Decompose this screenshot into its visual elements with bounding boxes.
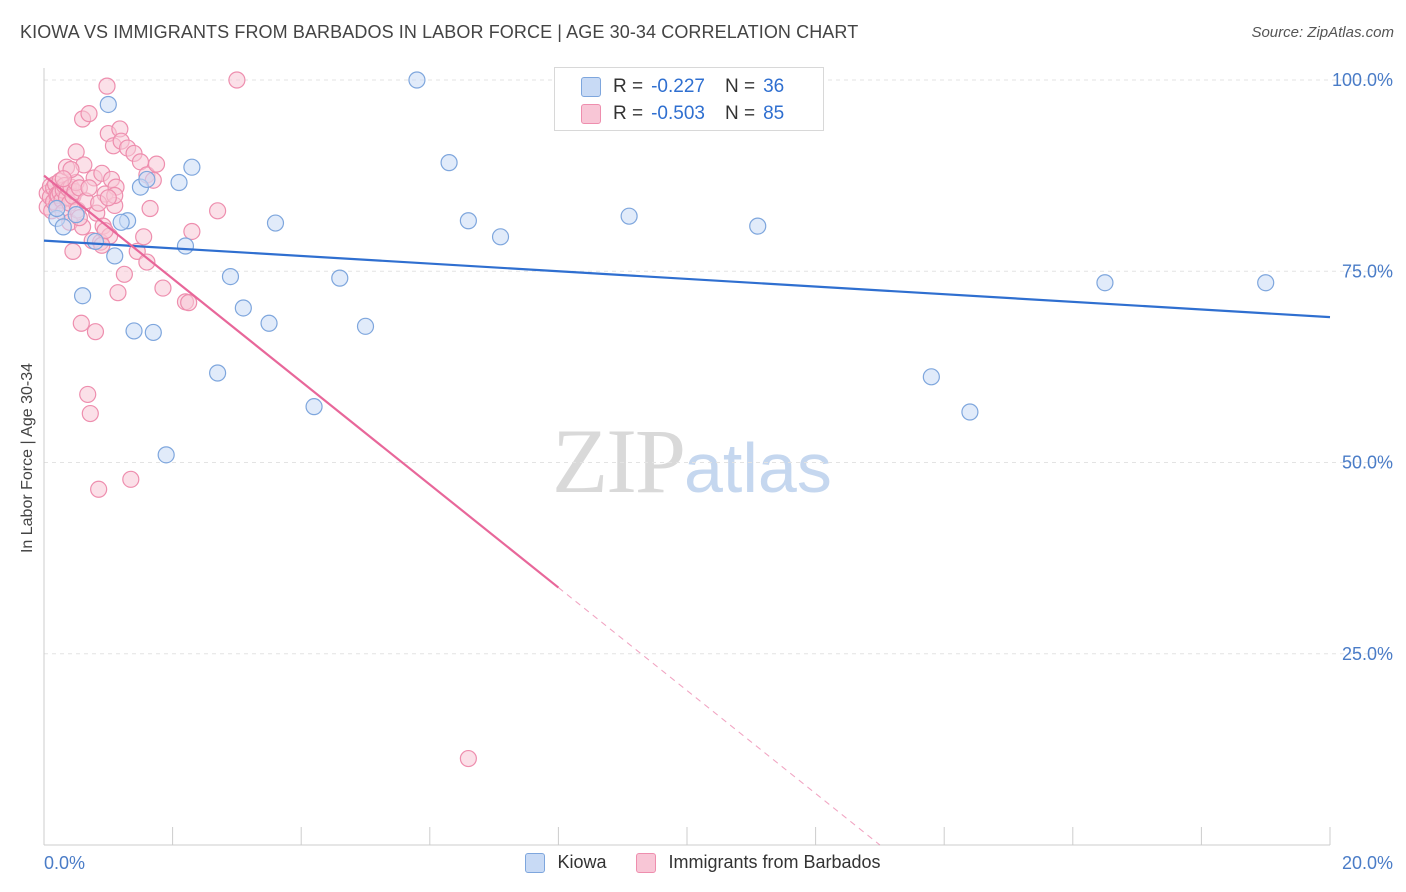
barbados-swatch	[581, 104, 601, 124]
barbados-point	[209, 202, 227, 220]
barbados-point	[141, 199, 159, 218]
kiowa-point	[99, 95, 117, 114]
barbados-point	[79, 385, 97, 404]
y-tick-label: 50.0%	[1342, 453, 1393, 473]
watermark-zip: ZIP	[552, 410, 686, 512]
barbados-point	[99, 189, 117, 207]
barbados-point	[72, 314, 90, 332]
barbados-point	[115, 265, 133, 283]
kiowa-r-value: -0.227	[651, 76, 705, 97]
kiowa-point	[144, 323, 162, 342]
kiowa-point	[73, 287, 92, 305]
legend-item-barbados: Immigrants from Barbados	[636, 852, 881, 873]
barbados-point	[228, 71, 246, 89]
axis-layer	[43, 68, 1331, 846]
kiowa-point	[112, 213, 130, 231]
barbados-point	[90, 480, 108, 498]
correlation-legend: R = -0.227 N = 36 R = -0.503 N = 85	[554, 67, 824, 131]
y-tick-label: 25.0%	[1342, 644, 1393, 664]
barbados-n-value: 85	[763, 103, 785, 124]
barbados-point	[109, 284, 127, 302]
barbados-trend-line	[43, 174, 560, 589]
barbados-r-label: R =	[613, 103, 644, 124]
trend-layer	[43, 174, 1331, 846]
kiowa-point	[67, 206, 85, 224]
chart-title: KIOWA VS IMMIGRANTS FROM BARBADOS IN LAB…	[20, 22, 859, 42]
kiowa-point	[749, 217, 767, 235]
barbados-point	[81, 404, 99, 423]
kiowa-point	[266, 214, 285, 232]
kiowa-point	[331, 269, 349, 287]
x-tick-label: 0.0%	[44, 853, 85, 873]
kiowa-point	[440, 154, 458, 172]
kiowa-point	[922, 368, 940, 386]
legend-row-barbados: R = -0.503 N = 85	[581, 101, 784, 127]
kiowa-point	[221, 268, 240, 286]
kiowa-point	[961, 403, 979, 421]
kiowa-point	[1096, 274, 1114, 292]
kiowa-n-label: N =	[724, 76, 756, 97]
y-tick-label: 100.0%	[1332, 70, 1393, 90]
barbados-n-label: N =	[724, 103, 756, 124]
kiowa-r-label: R =	[613, 76, 644, 97]
kiowa-trend-line	[43, 239, 1331, 319]
kiowa-point	[183, 158, 201, 176]
kiowa-point	[157, 446, 175, 464]
barbados-point	[86, 323, 105, 341]
source-credit: Source: ZipAtlas.com	[1251, 24, 1394, 41]
grid-layer	[44, 79, 1392, 655]
legend-kiowa-swatch	[525, 852, 546, 873]
legend-barbados-label: Immigrants from Barbados	[668, 852, 881, 872]
legend-barbados-swatch	[636, 852, 657, 873]
legend-row-kiowa: R = -0.227 N = 36	[581, 74, 784, 100]
kiowa-point	[491, 228, 510, 246]
kiowa-point	[125, 322, 143, 340]
tick-label-layer: 25.0% 50.0% 75.0% 100.0% 0.0% 20.0%	[44, 70, 1393, 873]
points-layer	[38, 71, 1275, 768]
kiowa-swatch	[581, 77, 601, 97]
kiowa-point	[54, 218, 72, 236]
kiowa-point	[234, 299, 252, 317]
barbados-point	[180, 294, 198, 312]
barbados-point	[135, 228, 153, 246]
kiowa-point	[209, 364, 227, 382]
kiowa-point	[86, 232, 105, 251]
kiowa-point	[138, 170, 156, 189]
kiowa-point	[176, 237, 195, 255]
barbados-point	[147, 155, 166, 173]
kiowa-point	[260, 314, 278, 332]
kiowa-point	[408, 71, 426, 89]
watermark-atlas: atlas	[684, 429, 832, 507]
barbados-point	[98, 77, 116, 95]
barbados-trend-extension	[558, 587, 881, 846]
barbados-point	[64, 242, 82, 260]
barbados-point	[80, 179, 98, 197]
x-tick-label: 20.0%	[1342, 853, 1393, 873]
kiowa-point	[305, 398, 323, 416]
barbados-r-value: -0.503	[651, 103, 705, 124]
legend-kiowa-label: Kiowa	[557, 852, 607, 872]
barbados-point	[122, 470, 140, 488]
barbados-point	[459, 749, 477, 768]
legend-item-kiowa: Kiowa	[525, 852, 606, 873]
y-tick-label: 75.0%	[1342, 261, 1393, 281]
barbados-point	[80, 105, 98, 123]
series-legend: Kiowa Immigrants from Barbados	[0, 852, 1406, 873]
watermark: ZIPatlas	[552, 408, 832, 514]
kiowa-point	[48, 199, 66, 218]
kiowa-point	[356, 317, 375, 335]
barbados-point	[154, 279, 172, 297]
kiowa-point	[459, 212, 477, 230]
barbados-point	[183, 222, 201, 241]
kiowa-point	[170, 173, 188, 192]
kiowa-n-value: 36	[763, 76, 785, 97]
kiowa-point	[1257, 274, 1275, 292]
kiowa-point	[106, 247, 124, 265]
barbados-point	[54, 170, 72, 188]
kiowa-point	[620, 207, 638, 225]
barbados-point	[138, 253, 156, 271]
barbados-point	[67, 143, 85, 161]
